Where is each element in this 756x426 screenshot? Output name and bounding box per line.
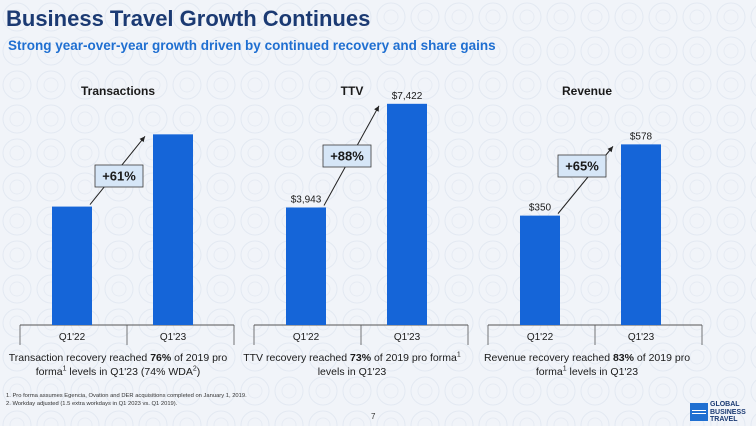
page-number: 7 <box>371 412 376 421</box>
growth-callout-box <box>557 154 607 178</box>
growth-callout-box <box>94 164 144 188</box>
category-label: Q1'22 <box>293 332 320 343</box>
growth-callout-box <box>322 144 372 168</box>
footnote: 2. Workday adjusted (1.5 extra workdays … <box>6 400 178 407</box>
arrow-head-icon <box>139 136 145 143</box>
caption-transactions: Transaction recovery reached 76% of 2019… <box>8 352 228 378</box>
data-label: $3,943 <box>291 194 322 205</box>
bar-revenue-2 <box>621 144 661 325</box>
company-logo-text: GLOBAL BUSINESS TRAVEL <box>710 401 746 423</box>
category-label: Q1'23 <box>394 332 421 343</box>
data-label: $578 <box>630 131 653 142</box>
category-label: Q1'22 <box>527 332 554 343</box>
caption-ttv: TTV recovery reached 73% of 2019 pro for… <box>243 351 461 379</box>
footnotes: 1. Pro forma assumes Egencia, Ovation an… <box>6 393 247 408</box>
american-express-box-icon <box>690 403 708 421</box>
arrow-head-icon <box>374 105 379 112</box>
page-title: Business Travel Growth Continues <box>6 6 371 31</box>
data-label: $7,422 <box>392 91 423 102</box>
category-label: Q1'23 <box>628 332 655 343</box>
bar-revenue-1 <box>520 215 560 325</box>
data-label: $350 <box>529 203 552 214</box>
caption-revenue: Revenue recovery reached 83% of 2019 pro… <box>483 352 691 378</box>
bar-transactions-1 <box>52 206 92 325</box>
growth-label: +61% <box>102 169 136 184</box>
growth-label: +88% <box>330 149 364 164</box>
growth-label: +65% <box>565 159 599 174</box>
bar-ttv-1 <box>286 207 326 325</box>
bar-ttv-2 <box>387 103 427 325</box>
chart-title-ttv: TTV <box>340 84 364 98</box>
arrow-head-icon <box>607 146 613 153</box>
bar-transactions-2 <box>153 134 193 325</box>
page-subtitle: Strong year-over-year growth driven by c… <box>8 38 496 53</box>
category-label: Q1'22 <box>59 332 86 343</box>
footnote: 1. Pro forma assumes Egencia, Ovation an… <box>6 393 247 399</box>
chart-title-revenue: Revenue <box>561 84 613 98</box>
chart-title-transactions: Transactions <box>80 84 156 98</box>
category-label: Q1'23 <box>160 332 187 343</box>
